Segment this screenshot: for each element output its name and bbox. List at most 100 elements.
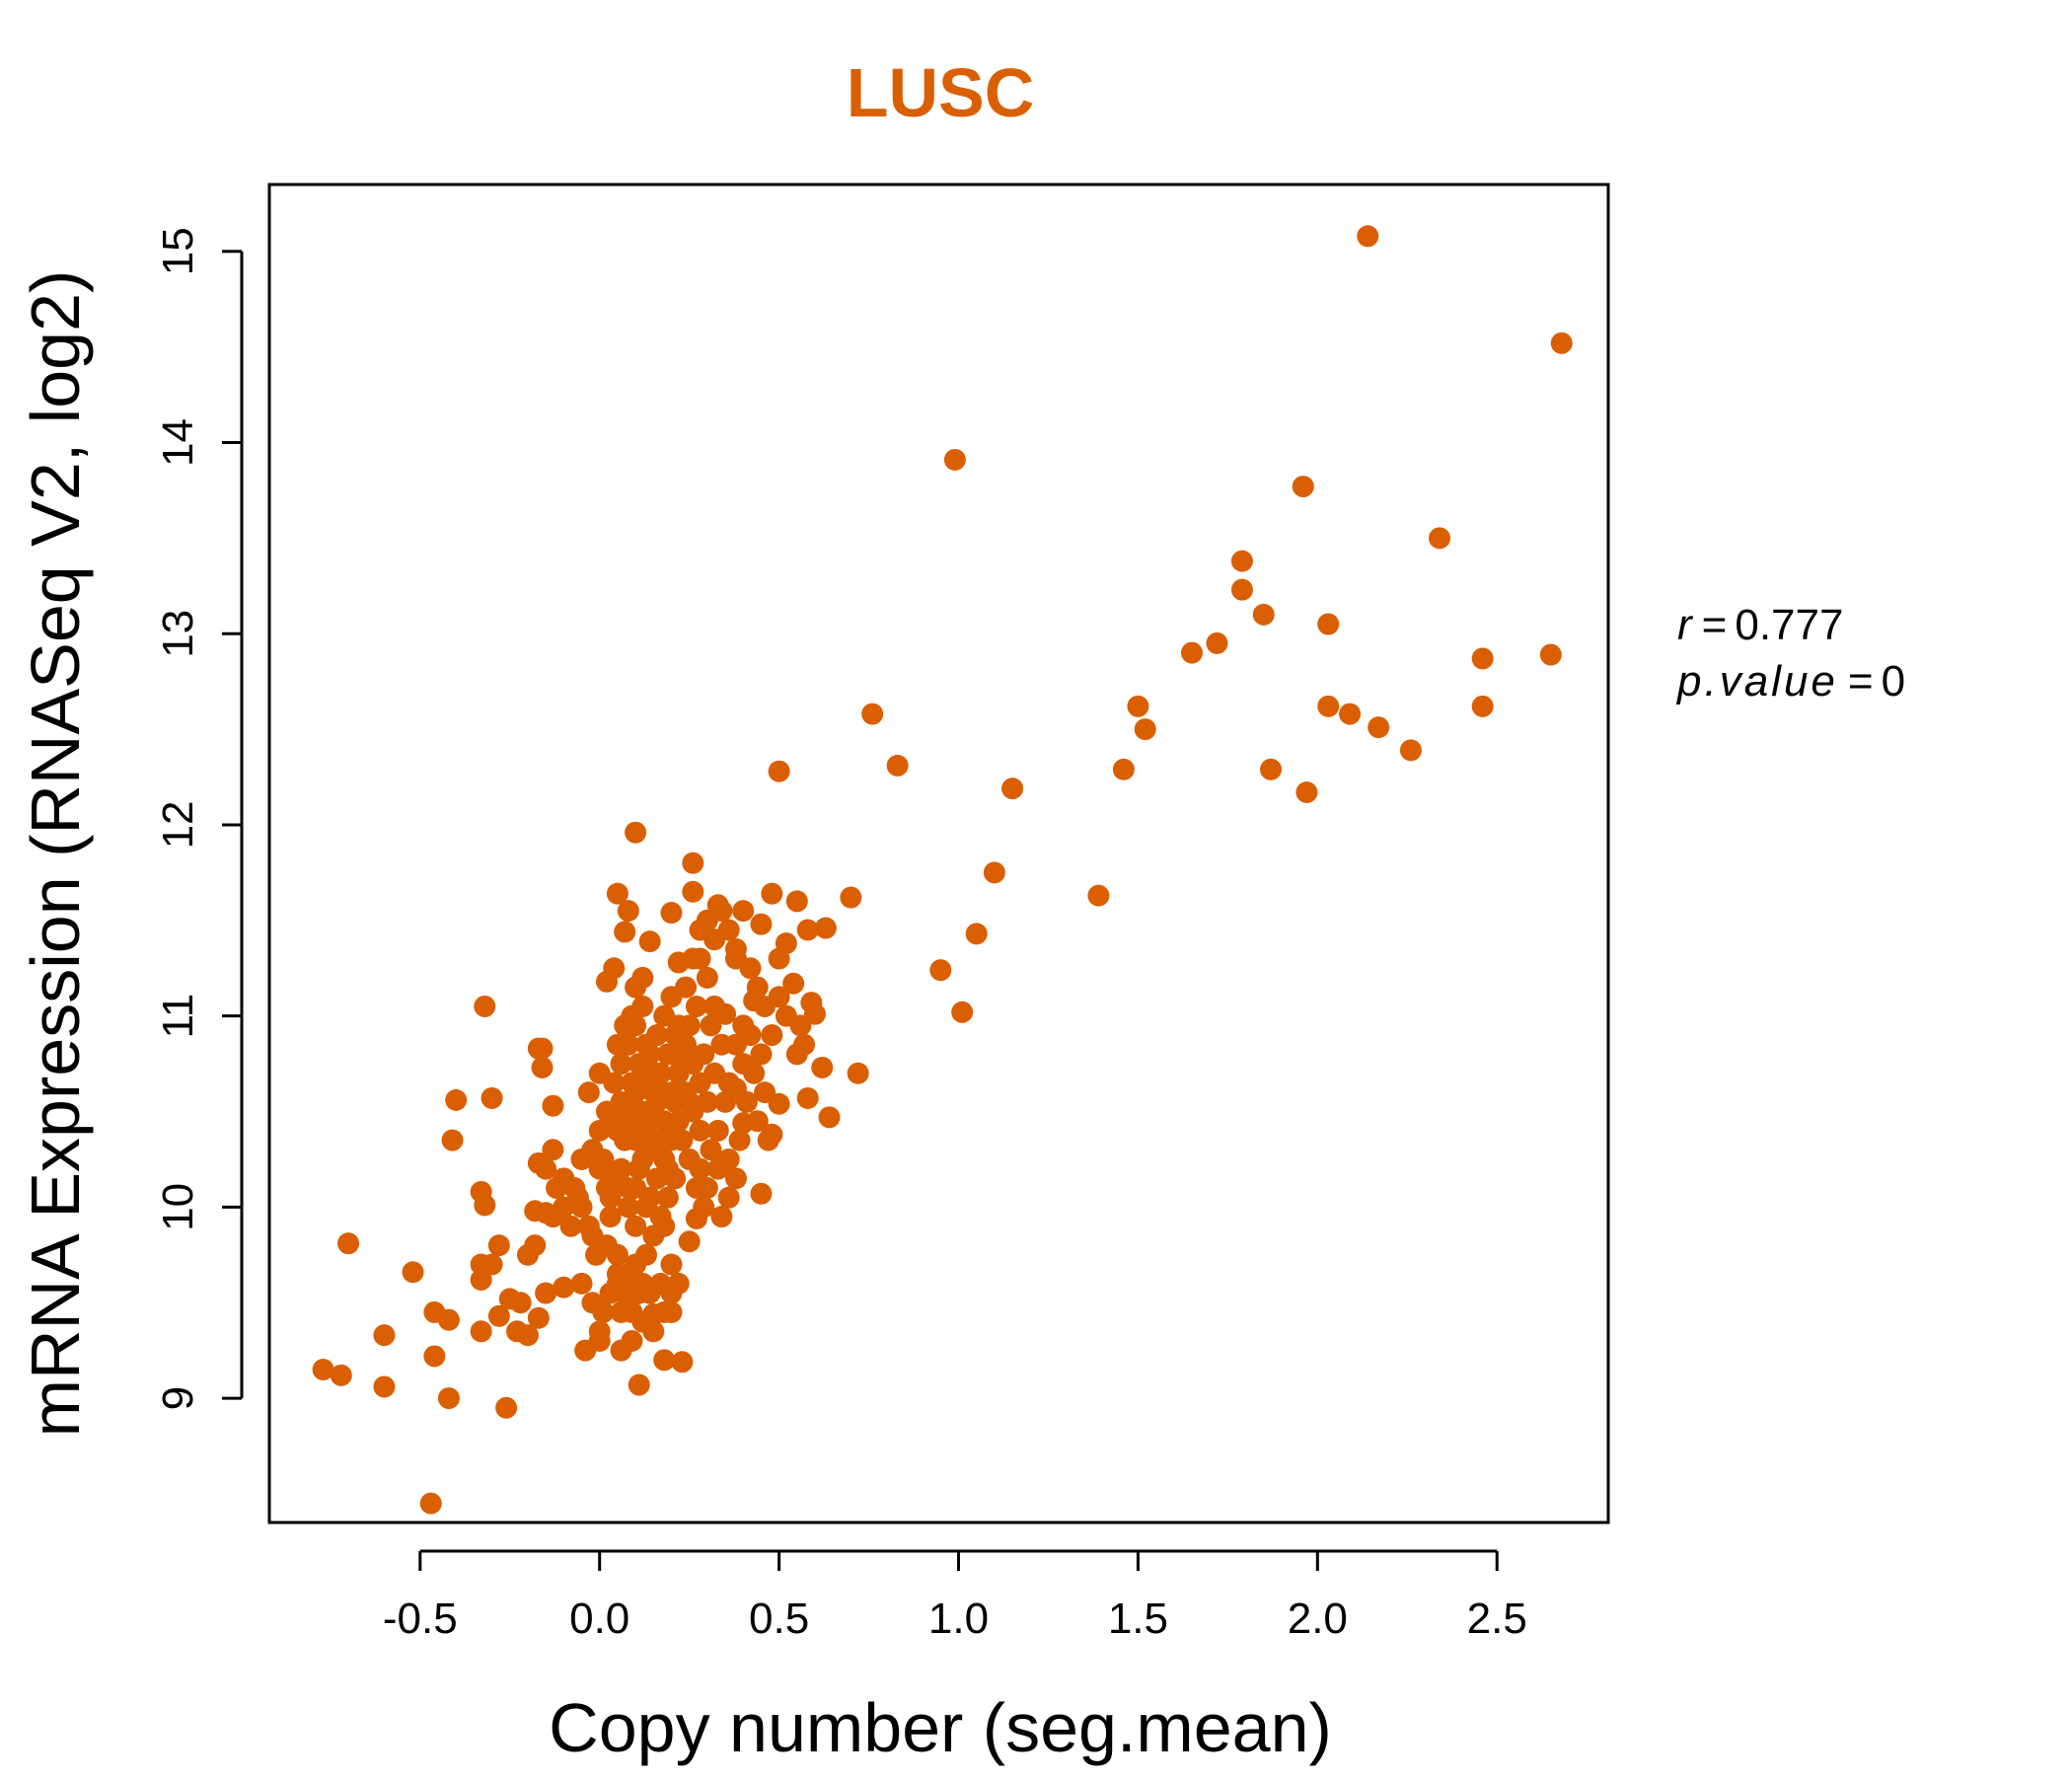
data-point [667, 1033, 690, 1056]
r-stat: r = 0.777 [1677, 601, 1843, 649]
data-point [700, 1014, 722, 1037]
data-point [739, 957, 762, 980]
data-point [553, 1276, 575, 1299]
data-point [660, 902, 683, 925]
data-point [606, 882, 629, 905]
data-point [724, 937, 747, 960]
data-point [717, 1072, 740, 1094]
x-tick-label: 0.0 [569, 1595, 629, 1643]
data-point [728, 1129, 751, 1151]
data-point [312, 1359, 334, 1381]
data-point [614, 1129, 636, 1151]
data-point [470, 1253, 492, 1276]
y-tick-label: 9 [154, 1386, 202, 1410]
data-point [696, 966, 718, 989]
data-point [1134, 718, 1156, 741]
data-point [1230, 550, 1253, 572]
data-point [437, 1387, 460, 1410]
p-value: 0 [1882, 657, 1905, 705]
data-point [1317, 613, 1340, 635]
data-point [660, 1300, 683, 1323]
data-point [653, 1349, 676, 1372]
data-point [1230, 578, 1253, 601]
data-point [441, 1129, 464, 1151]
data-point [625, 1215, 647, 1237]
x-tick-label: 2.0 [1288, 1595, 1348, 1643]
data-point [535, 1282, 557, 1304]
data-point [1292, 476, 1314, 498]
data-point [617, 900, 639, 923]
y-axis: 9 10 11 12 13 14 15 [154, 227, 244, 1410]
data-point [678, 1014, 701, 1037]
data-point [861, 703, 884, 725]
data-point [671, 1351, 694, 1373]
data-point [717, 1186, 740, 1209]
r-equals: = [1702, 601, 1728, 649]
y-axis-label: mRNA Expression (RNASeq V2, log2) [17, 270, 94, 1438]
data-point [542, 1094, 564, 1117]
data-point [599, 1110, 622, 1133]
data-point [577, 1215, 600, 1237]
data-point [595, 970, 618, 993]
data-point [621, 1329, 643, 1352]
data-point [671, 1129, 694, 1151]
y-tick-label: 15 [154, 227, 202, 275]
data-point [599, 1206, 622, 1228]
data-point [983, 861, 1005, 884]
data-point [789, 1014, 812, 1037]
data-point [714, 1090, 737, 1113]
y-tick-label: 10 [154, 1183, 202, 1231]
data-point [847, 1062, 869, 1084]
data-point [750, 1182, 773, 1205]
data-point [717, 1148, 740, 1170]
data-point [682, 852, 704, 874]
data-point [689, 1119, 711, 1142]
data-point [631, 1310, 654, 1333]
data-point [617, 1196, 639, 1219]
data-point [717, 919, 740, 941]
data-point [685, 1177, 707, 1199]
r-label: r [1677, 601, 1694, 649]
data-point [625, 821, 647, 844]
data-point [732, 1014, 755, 1037]
data-point [470, 1268, 492, 1291]
data-point [542, 1139, 564, 1161]
data-point [606, 1033, 629, 1056]
data-point [1471, 647, 1494, 670]
data-point [337, 1232, 360, 1255]
data-point [481, 1086, 503, 1109]
p-equals: = [1848, 657, 1874, 705]
data-point [649, 1129, 672, 1151]
data-point [574, 1339, 597, 1362]
data-point [1001, 778, 1024, 800]
p-stat: p.value = 0 [1675, 657, 1905, 705]
data-point [577, 1081, 600, 1104]
data-point [531, 1056, 554, 1078]
data-point [1112, 758, 1135, 780]
data-point [750, 913, 773, 935]
y-tick-label: 12 [154, 800, 202, 849]
data-point [682, 880, 704, 903]
data-point [373, 1324, 396, 1347]
data-point [570, 1272, 593, 1295]
data-point [531, 1037, 554, 1060]
data-point [495, 1396, 518, 1419]
data-point [796, 1086, 819, 1109]
data-point [559, 1215, 582, 1237]
data-point [419, 1492, 442, 1515]
data-point [811, 1056, 834, 1078]
data-point [402, 1261, 424, 1284]
data-point [1429, 527, 1451, 550]
stats-annotation: r = 0.777 p.value = 0 [1675, 601, 1905, 705]
data-point [527, 1306, 550, 1329]
data-point [696, 1090, 718, 1113]
data-point [678, 1148, 701, 1170]
data-point [706, 1119, 729, 1142]
data-point [1357, 225, 1379, 248]
data-point [750, 1043, 773, 1066]
data-point [498, 1288, 521, 1310]
data-point [653, 1081, 676, 1104]
data-point [943, 448, 966, 471]
data-point [678, 1230, 701, 1253]
data-point [487, 1234, 510, 1257]
